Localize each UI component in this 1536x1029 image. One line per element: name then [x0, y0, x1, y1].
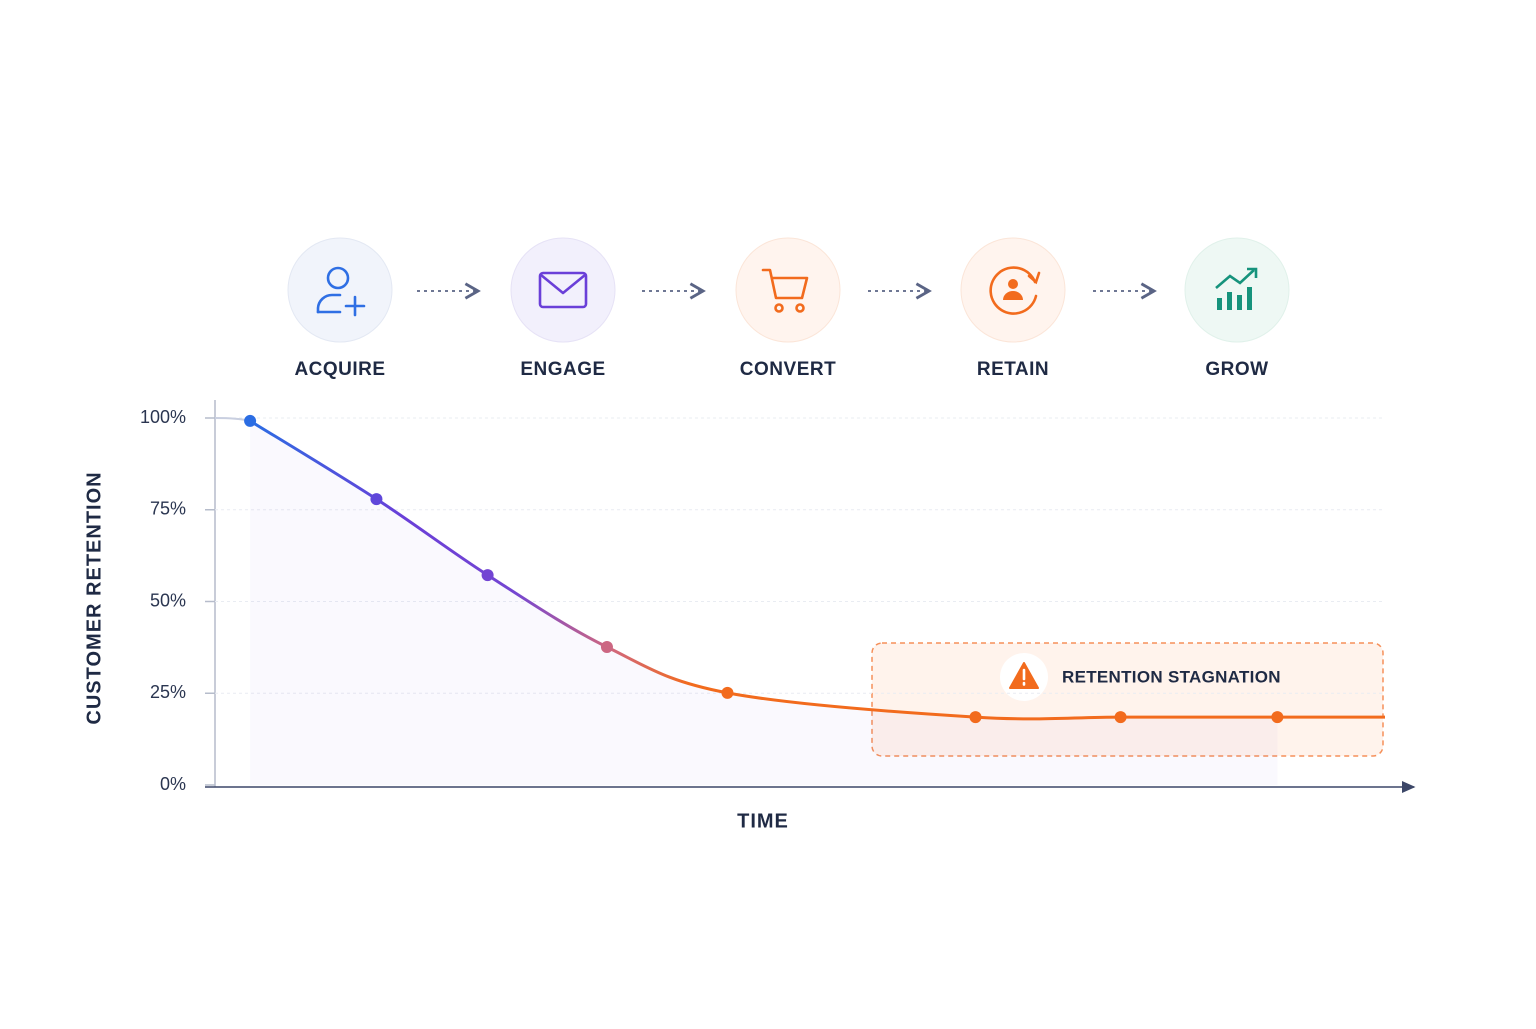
line	[249, 419, 1278, 721]
y-tick-label: 0%	[160, 774, 186, 794]
stage-label: ENGAGE	[520, 359, 605, 380]
point	[721, 686, 734, 699]
y-axis-label: CUSTOMER RETENTION	[83, 471, 105, 724]
icon-user	[316, 266, 366, 317]
x-axis-label: TIME	[737, 810, 789, 832]
stage-icon	[510, 237, 616, 343]
point	[481, 569, 494, 582]
stage-label: CONVERT	[740, 359, 836, 380]
annotation: RETENTION STAGNATION	[1062, 667, 1281, 686]
stage-label: ACQUIRE	[294, 359, 385, 380]
icon-grow	[1215, 267, 1258, 310]
area-shade	[250, 420, 1278, 785]
stage-icon	[1184, 237, 1290, 343]
annotation-box	[871, 642, 1384, 757]
stage-icon	[287, 237, 393, 343]
stage-flow	[287, 237, 1290, 343]
y-tick-label: 75%	[150, 499, 186, 519]
y-tick-label: 25%	[150, 682, 186, 702]
stage-icon	[735, 237, 841, 343]
point	[244, 414, 257, 427]
point	[600, 641, 613, 654]
point	[969, 711, 982, 724]
stage-label: GROW	[1205, 359, 1268, 380]
point	[1114, 711, 1127, 724]
y-tick-label: 100%	[140, 407, 186, 427]
point	[1271, 711, 1284, 724]
y-tick-label: 50%	[150, 590, 186, 610]
icon-retain	[989, 266, 1041, 315]
icon-mail	[538, 271, 588, 309]
icon-cart	[761, 268, 809, 313]
stage-icon	[960, 237, 1066, 343]
point	[370, 493, 383, 506]
stage-label: RETAIN	[977, 359, 1049, 380]
